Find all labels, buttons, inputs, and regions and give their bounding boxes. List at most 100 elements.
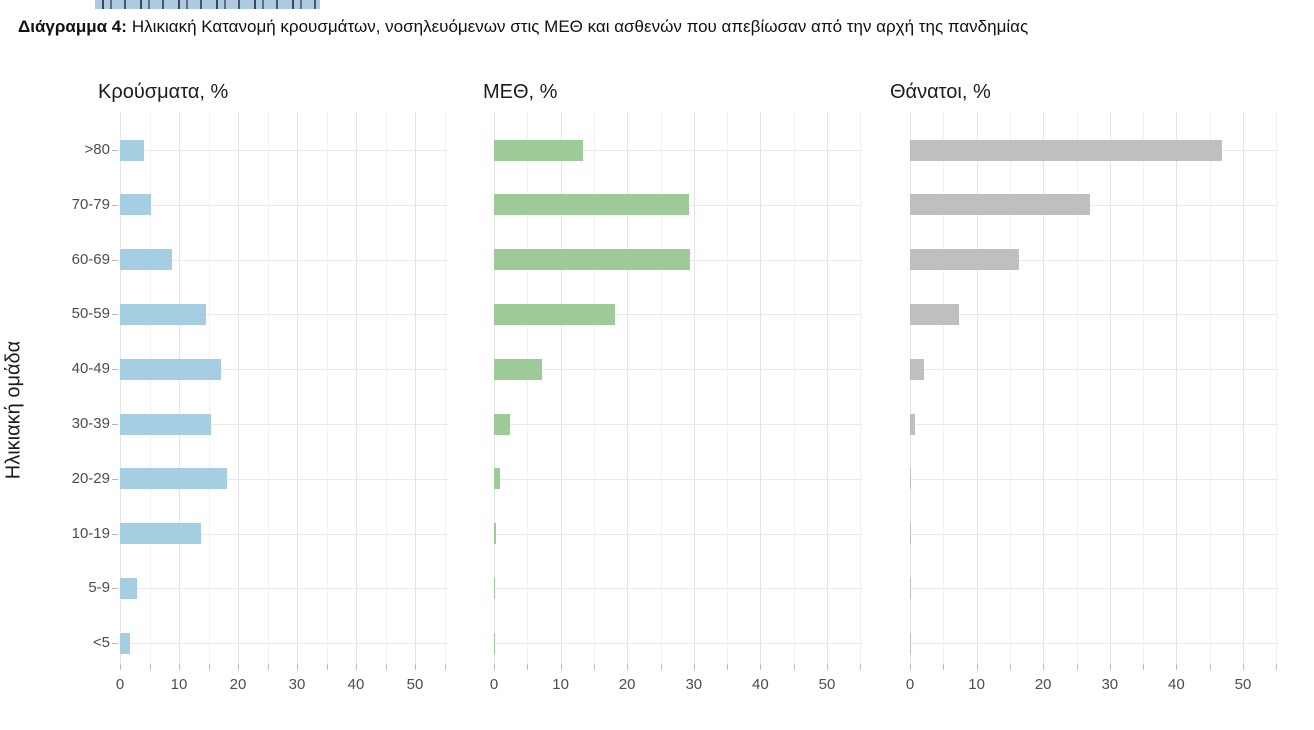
x-axis-tick — [1076, 664, 1078, 670]
bar-30-39 — [494, 413, 510, 435]
panel-title-deaths: Θάνατοι, % — [890, 81, 991, 103]
bar->80 — [910, 139, 1222, 161]
gridline-vertical — [297, 112, 298, 664]
y-axis-category-label: 10-19 — [71, 524, 110, 542]
gridline-vertical — [660, 112, 662, 664]
bar-50-59 — [910, 303, 960, 325]
bar-70-79 — [120, 194, 152, 216]
gridline-horizontal — [910, 588, 1278, 590]
panel-title-icu: ΜΕΘ, % — [483, 81, 558, 103]
gridline-horizontal — [120, 369, 448, 371]
plot-icu: 0 10 20 30 40 50 — [490, 112, 862, 693]
plot-cases: 0 10 20 30 40 50 — [116, 112, 448, 693]
gridline-vertical — [208, 112, 210, 664]
x-axis-tick — [494, 664, 495, 670]
bar-40-49 — [494, 358, 542, 380]
x-axis-tick-label: 20 — [1034, 676, 1052, 693]
bar-<5 — [120, 632, 131, 654]
x-axis-tick — [1276, 664, 1278, 670]
bar-30-39 — [910, 413, 915, 435]
gridline-vertical — [444, 112, 446, 664]
bar->80 — [120, 139, 145, 161]
x-axis-tick — [356, 664, 357, 670]
bar-10-19 — [120, 523, 201, 545]
gridline-vertical — [385, 112, 387, 664]
gridline-horizontal — [910, 314, 1278, 316]
gridline-vertical — [356, 112, 357, 664]
bar-60-69 — [910, 249, 1020, 271]
gridline-horizontal — [910, 369, 1278, 371]
y-axis-category-label: 60-69 — [71, 250, 110, 268]
x-axis-tick — [976, 664, 978, 670]
bar-20-29 — [494, 468, 500, 490]
gridline-horizontal — [120, 314, 448, 316]
gridline-vertical — [910, 112, 911, 664]
gridline-horizontal — [120, 424, 448, 425]
x-axis-tick — [1109, 664, 1111, 670]
gridline-vertical — [267, 112, 269, 664]
y-axis-tick — [112, 588, 118, 590]
x-axis-tick — [120, 664, 121, 670]
gridline-vertical — [120, 112, 121, 664]
gridline-vertical — [560, 112, 562, 664]
x-axis-tick — [793, 664, 795, 670]
x-axis-tick — [827, 664, 828, 670]
bar-30-39 — [120, 413, 212, 435]
x-axis-tick — [444, 664, 446, 670]
x-axis-tick — [179, 664, 180, 670]
x-axis-tick-label: 0 — [115, 676, 125, 693]
x-axis-tick — [415, 664, 416, 670]
plot-deaths: 0 10 20 30 40 50 — [906, 112, 1278, 693]
clipped-highlighted-text-fragment — [95, 0, 320, 9]
bar-50-59 — [494, 303, 615, 325]
x-axis-tick — [910, 664, 911, 670]
x-axis-tick — [943, 664, 945, 670]
gridline-vertical — [593, 112, 595, 664]
y-axis-category-label: 5-9 — [88, 579, 110, 597]
y-axis-tick — [112, 424, 118, 425]
gridline-vertical — [149, 112, 151, 664]
gridline-horizontal — [120, 204, 448, 206]
gridline-vertical — [727, 112, 729, 664]
x-axis-tick-label: 0 — [905, 676, 915, 693]
x-axis-tick-label: 30 — [685, 676, 703, 693]
x-axis-tick-label: 50 — [1234, 676, 1252, 693]
bar-50-59 — [120, 303, 207, 325]
y-axis-tick — [112, 478, 118, 480]
gridline-horizontal — [494, 314, 862, 316]
gridline-vertical — [1009, 112, 1011, 664]
gridline-horizontal — [120, 259, 448, 261]
x-axis-tick — [860, 664, 862, 670]
x-axis-tick — [627, 664, 629, 670]
bar-10-19 — [910, 523, 911, 545]
x-axis-tick — [1143, 664, 1145, 670]
x-axis-tick-label: 40 — [347, 676, 365, 693]
gridline-horizontal — [910, 478, 1278, 480]
x-axis-tick-label: 10 — [552, 676, 569, 693]
x-axis-tick — [593, 664, 595, 670]
gridline-horizontal — [494, 643, 862, 645]
y-axis-tick — [112, 369, 118, 371]
y-axis-title: Ηλικιακή ομάδα — [2, 340, 25, 480]
y-axis-category-label: <5 — [92, 634, 110, 652]
gridline-horizontal — [494, 588, 862, 590]
bar-60-69 — [120, 249, 172, 271]
gridline-horizontal — [120, 478, 448, 480]
x-axis-tick — [267, 664, 269, 670]
bar-70-79 — [910, 194, 1091, 216]
gridline-horizontal — [910, 259, 1278, 261]
bar-70-79 — [494, 194, 690, 216]
gridline-horizontal — [494, 478, 862, 480]
gridline-vertical — [627, 112, 629, 664]
bar-20-29 — [120, 468, 228, 490]
x-axis-tick — [560, 664, 562, 670]
gridline-vertical — [494, 112, 495, 664]
x-axis-tick-label: 30 — [288, 676, 306, 693]
gridline-horizontal — [910, 533, 1278, 535]
gridline-vertical — [179, 112, 180, 664]
x-axis-tick — [1043, 664, 1045, 670]
panel-title-cases: Κρούσματα, % — [98, 81, 229, 103]
gridline-vertical — [943, 112, 945, 664]
gridline-vertical — [1143, 112, 1145, 664]
